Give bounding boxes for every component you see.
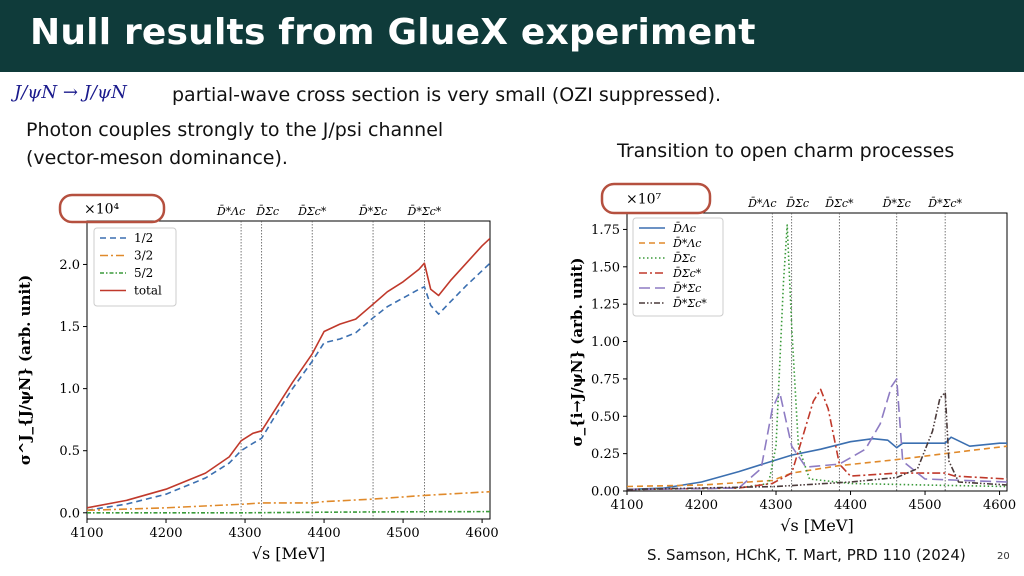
y-tick-label: 1.75 bbox=[591, 223, 620, 238]
offset-highlight-oval bbox=[600, 182, 712, 215]
x-axis-label: √s [MeV] bbox=[780, 516, 853, 535]
x-tick-label: 4400 bbox=[834, 498, 867, 513]
legend-box bbox=[93, 227, 177, 307]
series-line bbox=[87, 490, 490, 512]
page-number: 20 bbox=[997, 551, 1010, 562]
formula-jpsin: J/ψN → J/ψN bbox=[14, 82, 127, 103]
right-chart: D̄*Λc D̄Σc D̄Σc* D̄*Σc D̄*Σc* 4100 4200 4300 440… bbox=[568, 182, 1016, 535]
threshold-label: D̄Σc bbox=[785, 197, 809, 210]
y-tick-label: 1.0 bbox=[59, 382, 80, 397]
threshold-label: D̄*Λc bbox=[747, 197, 776, 210]
series-line bbox=[87, 262, 490, 512]
x-tick-label: 4500 bbox=[908, 498, 941, 513]
x-tick-label: 4200 bbox=[149, 526, 182, 541]
series-line bbox=[627, 224, 1007, 491]
x-tick-label: 4100 bbox=[610, 498, 643, 513]
legend-entry: D̄*Σc* bbox=[672, 297, 707, 310]
ozi-statement: partial-wave cross section is very small… bbox=[172, 84, 722, 106]
slide-title: Null results from GlueX experiment bbox=[30, 12, 756, 53]
series-line bbox=[87, 510, 490, 514]
y-tick-label: 0.50 bbox=[591, 410, 620, 425]
y-tick-label: 0.00 bbox=[591, 485, 620, 500]
y-tick-label: 0.25 bbox=[591, 447, 620, 462]
y-tick-label: 0.75 bbox=[591, 372, 620, 387]
legend-entry: 5/2 bbox=[134, 266, 153, 280]
legend-entry: D̄*Σc bbox=[672, 282, 701, 295]
threshold-label: D̄*Σc bbox=[882, 197, 911, 210]
x-tick-label: 4600 bbox=[466, 526, 499, 541]
series-line bbox=[627, 388, 1007, 491]
left-chart: D̄*Λc D̄Σc D̄Σc* D̄*Σc D̄*Σc* 4100 4200 4300 440… bbox=[16, 193, 499, 563]
threshold-label: D̄Σc bbox=[255, 205, 279, 218]
y-tick-label: 2.0 bbox=[59, 258, 80, 273]
y-axis-label: σ^J_{J/ψN} (arb. unit) bbox=[16, 275, 34, 465]
y-tick-label: 1.50 bbox=[591, 260, 620, 275]
threshold-label: D̄*Λc bbox=[216, 205, 245, 218]
citation: S. Samson, HChK, T. Mart, PRD 110 (2024) bbox=[647, 546, 966, 564]
x-axis-label: √s [MeV] bbox=[252, 544, 325, 563]
legend-entry: D̄Σc* bbox=[672, 267, 702, 280]
y-tick-label: 0.5 bbox=[59, 444, 80, 459]
legend-box bbox=[632, 217, 724, 317]
threshold-label: D̄*Σc* bbox=[927, 197, 962, 210]
slide-header: Null results from GlueX experiment bbox=[0, 0, 1024, 72]
x-tick-label: 4100 bbox=[70, 526, 103, 541]
legend-entry: total bbox=[134, 284, 162, 298]
legend-entry: D̄*Λc bbox=[672, 237, 701, 250]
y-tick-label: 1.00 bbox=[591, 335, 620, 350]
offset-highlight-oval bbox=[58, 193, 166, 224]
legend-entry: 3/2 bbox=[134, 249, 153, 263]
y-tick-label: 0.0 bbox=[59, 506, 80, 521]
left-note-line-1: Photon couples strongly to the J/psi cha… bbox=[26, 119, 444, 141]
legend-entry: D̄Λc bbox=[672, 222, 696, 235]
x-tick-label: 4200 bbox=[685, 498, 718, 513]
series-line bbox=[627, 391, 1007, 491]
legend-entry: D̄Σc bbox=[672, 252, 696, 265]
threshold-label: D̄Σc* bbox=[297, 205, 327, 218]
series-line bbox=[627, 436, 1007, 491]
series-line bbox=[627, 378, 1007, 491]
threshold-label: D̄*Σc bbox=[358, 205, 387, 218]
x-tick-label: 4300 bbox=[228, 526, 261, 541]
offset-label: ×10⁴ bbox=[84, 202, 120, 218]
x-tick-label: 4600 bbox=[983, 498, 1016, 513]
x-tick-label: 4500 bbox=[387, 526, 420, 541]
offset-label: ×10⁷ bbox=[626, 192, 662, 208]
y-tick-label: 1.5 bbox=[59, 320, 80, 335]
x-tick-label: 4300 bbox=[759, 498, 792, 513]
left-note-line-2: (vector-meson dominance). bbox=[26, 147, 288, 169]
x-tick-label: 4400 bbox=[308, 526, 341, 541]
right-note: Transition to open charm processes bbox=[617, 140, 955, 162]
series-line bbox=[87, 237, 490, 509]
y-tick-label: 1.25 bbox=[591, 298, 620, 313]
legend-entry: 1/2 bbox=[134, 231, 153, 245]
threshold-label: D̄Σc* bbox=[824, 197, 854, 210]
series-line bbox=[627, 445, 1007, 488]
y-axis-label: σ_{i→J/ψN} (arb. unit) bbox=[568, 258, 586, 447]
threshold-label: D̄*Σc* bbox=[407, 205, 442, 218]
